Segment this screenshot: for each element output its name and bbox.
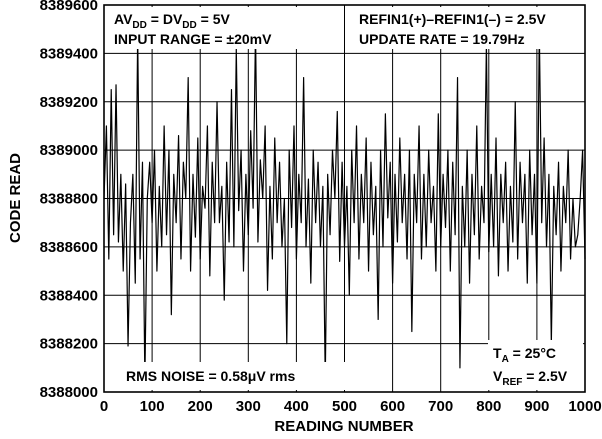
x-tick-label: 400 — [284, 398, 309, 415]
x-tick-label: 500 — [332, 398, 357, 415]
rms-noise-annotation: RMS NOISE = 0.58μV rms — [126, 368, 295, 384]
noise-series-line — [103, 28, 586, 381]
annotation-box-conditions — [488, 340, 583, 390]
plot-frame — [103, 4, 586, 393]
input-range-annotation: INPUT RANGE = ±20mV — [114, 31, 272, 47]
annotation-box-right — [354, 7, 583, 49]
y-tick-label: 8389400 — [40, 45, 98, 62]
x-tick-label: 300 — [236, 398, 261, 415]
y-tick-label: 8388600 — [40, 239, 98, 256]
x-tick-label: 700 — [428, 398, 453, 415]
refin-annotation: REFIN1(+)–REFIN1(–) = 2.5V — [359, 11, 546, 27]
y-tick-label: 8388400 — [40, 287, 98, 304]
series — [103, 28, 586, 381]
y-tick-label: 8388000 — [40, 384, 98, 401]
x-axis-title: READING NUMBER — [274, 418, 413, 435]
temperature-annotation: TA = 25°C — [493, 345, 556, 365]
x-tick-label: 100 — [140, 398, 165, 415]
annotation-box-rms — [120, 362, 346, 390]
x-tick-label: 1000 — [568, 398, 601, 415]
y-tick-label: 8389200 — [40, 94, 98, 111]
y-axis-title: CODE READ — [7, 153, 24, 243]
x-tick-label: 800 — [476, 398, 501, 415]
x-tick-label: 0 — [100, 398, 108, 415]
y-tick-label: 8388200 — [40, 336, 98, 353]
y-tick-label: 8389000 — [40, 142, 98, 159]
supply-annotation: AVDD = DVDD = 5V — [114, 11, 230, 31]
update-rate-annotation: UPDATE RATE = 19.79Hz — [359, 31, 525, 47]
y-tick-label: 8389600 — [40, 0, 98, 14]
y-tick-label: 8388800 — [40, 191, 98, 208]
x-tick-label: 600 — [380, 398, 405, 415]
x-tick-label: 900 — [524, 398, 549, 415]
annotation-box-left — [106, 7, 336, 49]
tick-labels: 0 100 200 300 400 500 600 700 800 900 1000 8388000 8… — [40, 0, 602, 415]
x-tick-label: 200 — [188, 398, 213, 415]
vref-annotation: VREF = 2.5V — [493, 368, 568, 388]
